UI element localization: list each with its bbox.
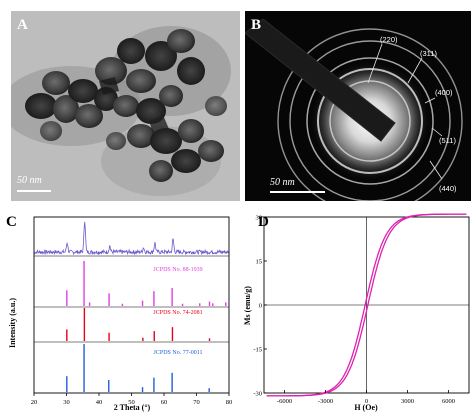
x-axis-label: 2 Theta (°) <box>114 403 151 412</box>
ring-label-511: (511) <box>439 136 456 145</box>
x-tick-label: -6000 <box>277 398 292 405</box>
y-tick-label: 30 <box>256 215 263 222</box>
ring-label-400: (400) <box>435 88 453 97</box>
beam-stopper <box>245 18 396 142</box>
y-tick-label: -15 <box>253 347 262 354</box>
panel-label-b: B <box>251 17 262 33</box>
x-axis-label: H (Oe) <box>354 403 378 412</box>
x-tick-label: 3000 <box>401 398 414 405</box>
saed-pattern-panel: (220) (311) (400) (511) (440) B 50 nm <box>245 11 471 201</box>
scale-bar-label-b: 50 nm <box>270 177 295 188</box>
diffraction-rings <box>277 28 463 201</box>
x-tick-label: 50 <box>128 399 135 406</box>
panel-label-c: C <box>6 214 17 230</box>
series-label-88-1939: JCPDS No. 88-1939 <box>153 267 202 273</box>
x-tick-label: 30 <box>63 399 70 406</box>
diffraction-pattern: (220) (311) (400) (511) (440) <box>245 11 471 201</box>
series-label-77-0011: JCPDS No. 77-0011 <box>154 350 203 356</box>
x-tick-label: 80 <box>226 399 233 406</box>
ring-label-440: (440) <box>439 184 457 193</box>
ring-label-220: (220) <box>380 35 398 44</box>
panel-label-d: D <box>258 214 269 230</box>
ring-pointer-lines <box>367 43 443 180</box>
x-tick-label: 0 <box>365 398 368 405</box>
x-tick-label: 40 <box>96 399 103 406</box>
series-label-74-2081: JCPDS No. 74-2081 <box>153 310 202 316</box>
x-tick-label: 60 <box>161 399 168 406</box>
panel-label-a: A <box>17 17 28 33</box>
scale-bar-label-a: 50 nm <box>17 175 42 186</box>
ring-label-311: (311) <box>420 49 437 58</box>
y-tick-label: 0 <box>259 303 262 310</box>
x-tick-label: 70 <box>193 399 200 406</box>
nanoparticle-cluster <box>25 29 227 182</box>
y-tick-label: 15 <box>256 259 263 266</box>
y-tick-label: -30 <box>253 391 262 398</box>
xrd-chart: C JCPDS No. 88-1939 JCPDS No. 74-2081 JC… <box>6 214 233 412</box>
tem-image-panel: A 50 nm <box>11 11 240 201</box>
hysteresis-branch-down <box>266 213 467 397</box>
x-tick-label: -3000 <box>318 398 333 405</box>
x-tick-label: 6000 <box>442 398 455 405</box>
x-tick-label: 20 <box>31 399 38 406</box>
xrd-measured-line <box>33 221 229 256</box>
y-axis-label: Intensity (a.u.) <box>8 298 17 348</box>
y-axis-label: Ms (emu/g) <box>243 286 252 325</box>
tem-micrograph <box>11 11 240 201</box>
